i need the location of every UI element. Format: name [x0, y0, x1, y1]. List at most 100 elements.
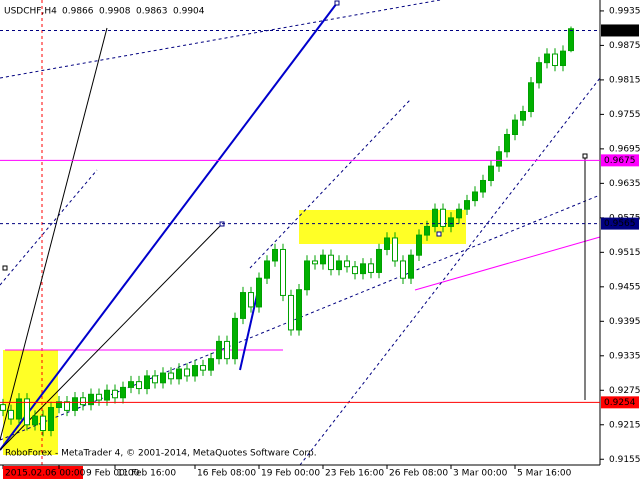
candle-body: [24, 398, 30, 426]
candle-body: [288, 294, 294, 331]
x-tick-label: 2015.02.06 00:00: [5, 469, 86, 479]
y-tick-label: 0.9635: [609, 179, 640, 189]
candle-body: [144, 375, 150, 390]
candle-body: [320, 254, 326, 265]
candle-body: [520, 111, 526, 121]
candle-body: [392, 237, 398, 262]
anchor: [334, 0, 340, 6]
header-price: 0.9863: [136, 7, 168, 17]
candle-body: [456, 208, 462, 219]
header-price: 0.9908: [99, 7, 131, 17]
candle-body: [328, 254, 334, 271]
x-tick-label: 3 Mar 00:00: [453, 469, 508, 479]
candle-body: [312, 260, 318, 265]
candle-body: [40, 415, 46, 432]
candle-body: [344, 260, 350, 268]
trend-line: [414, 236, 601, 291]
candle-body: [200, 365, 206, 371]
candle-body: [368, 263, 374, 273]
y-tick-label: 0.9275: [609, 386, 640, 396]
y-tick-label: 0.9395: [609, 317, 640, 327]
trend-line: [0, 27, 108, 441]
candle-body: [352, 266, 358, 275]
candle-body: [168, 372, 174, 380]
y-tick-label: 0.9875: [609, 41, 640, 51]
candle-body: [8, 409, 14, 420]
candle-body: [96, 393, 102, 401]
y-tick-label: 0.9455: [609, 282, 640, 292]
candle-body: [552, 53, 558, 67]
candle-body: [160, 372, 166, 384]
candle-body: [568, 28, 574, 52]
candle-body: [432, 208, 438, 227]
candle-body: [72, 397, 78, 411]
candle-body: [256, 277, 262, 308]
header-price: 0.9904: [173, 7, 205, 17]
candle-body: [480, 179, 486, 193]
x-label-highlight: [3, 466, 83, 479]
y-tick-label: 0.9215: [609, 420, 640, 430]
x-tick-label: 9 Feb 00:00: [86, 469, 140, 479]
level-label-box: [601, 24, 639, 37]
x-tick-label: 11 Feb 16:00: [117, 469, 176, 479]
footer: RoboForex - MetaTrader 4, © 2001-2014, M…: [5, 449, 317, 459]
candle-body: [184, 368, 190, 377]
candle-body: [408, 254, 414, 279]
candle-body: [80, 397, 86, 406]
candle-body: [240, 292, 246, 319]
level-label-box: [601, 217, 639, 230]
anchor: [2, 265, 8, 271]
candle-body: [128, 381, 134, 388]
trend-line: [0, 2, 338, 451]
candle-body: [440, 208, 446, 227]
candle-body: [192, 365, 198, 377]
candle-body: [280, 248, 286, 296]
candle-body: [232, 317, 238, 360]
channel-line: [299, 77, 601, 466]
zone-box: [299, 210, 466, 244]
x-tick-label: 5 Mar 16:00: [517, 469, 572, 479]
y-tick-label: 0.9695: [609, 144, 640, 154]
candle-body: [304, 260, 310, 291]
x-tick-label: 26 Feb 08:00: [389, 469, 448, 479]
candle-body: [336, 260, 342, 271]
candle-body: [224, 340, 230, 360]
x-tick-label: 16 Feb 08:00: [197, 469, 256, 479]
anchor: [582, 153, 588, 159]
candle-body: [488, 165, 494, 181]
candle-body: [104, 389, 110, 401]
channel-line: [0, 169, 98, 286]
candle-body: [528, 82, 534, 113]
candle-body: [512, 119, 518, 135]
y-tick-label: 0.9515: [609, 248, 640, 258]
candle-body: [464, 200, 470, 210]
candle-body: [384, 237, 390, 250]
y-tick-label: 0.9335: [609, 351, 640, 361]
level-label: 0.9565: [604, 219, 636, 229]
candle-body: [120, 386, 126, 399]
candle-body: [400, 260, 406, 279]
level-label: 0.9901: [604, 26, 636, 36]
y-tick-label: 0.9935: [609, 6, 640, 16]
level-label-box: [601, 396, 639, 409]
candle-body: [376, 248, 382, 273]
candle-body: [424, 225, 430, 236]
channel-line: [249, 99, 411, 269]
candle-body: [152, 375, 158, 384]
trend-line: [239, 294, 258, 371]
candle-body: [64, 401, 70, 411]
x-tick-label: 23 Feb 16:00: [325, 469, 384, 479]
candle-body: [32, 415, 38, 426]
candle-body: [208, 358, 214, 371]
y-tick-label: 0.9755: [609, 110, 640, 120]
candle-body: [56, 401, 62, 409]
candle-body: [560, 50, 566, 67]
candle-body: [136, 381, 142, 390]
candle-body: [472, 191, 478, 202]
candle-body: [176, 368, 182, 380]
candle-body: [544, 53, 550, 64]
candle-body: [248, 292, 254, 308]
candle-body: [264, 260, 270, 279]
